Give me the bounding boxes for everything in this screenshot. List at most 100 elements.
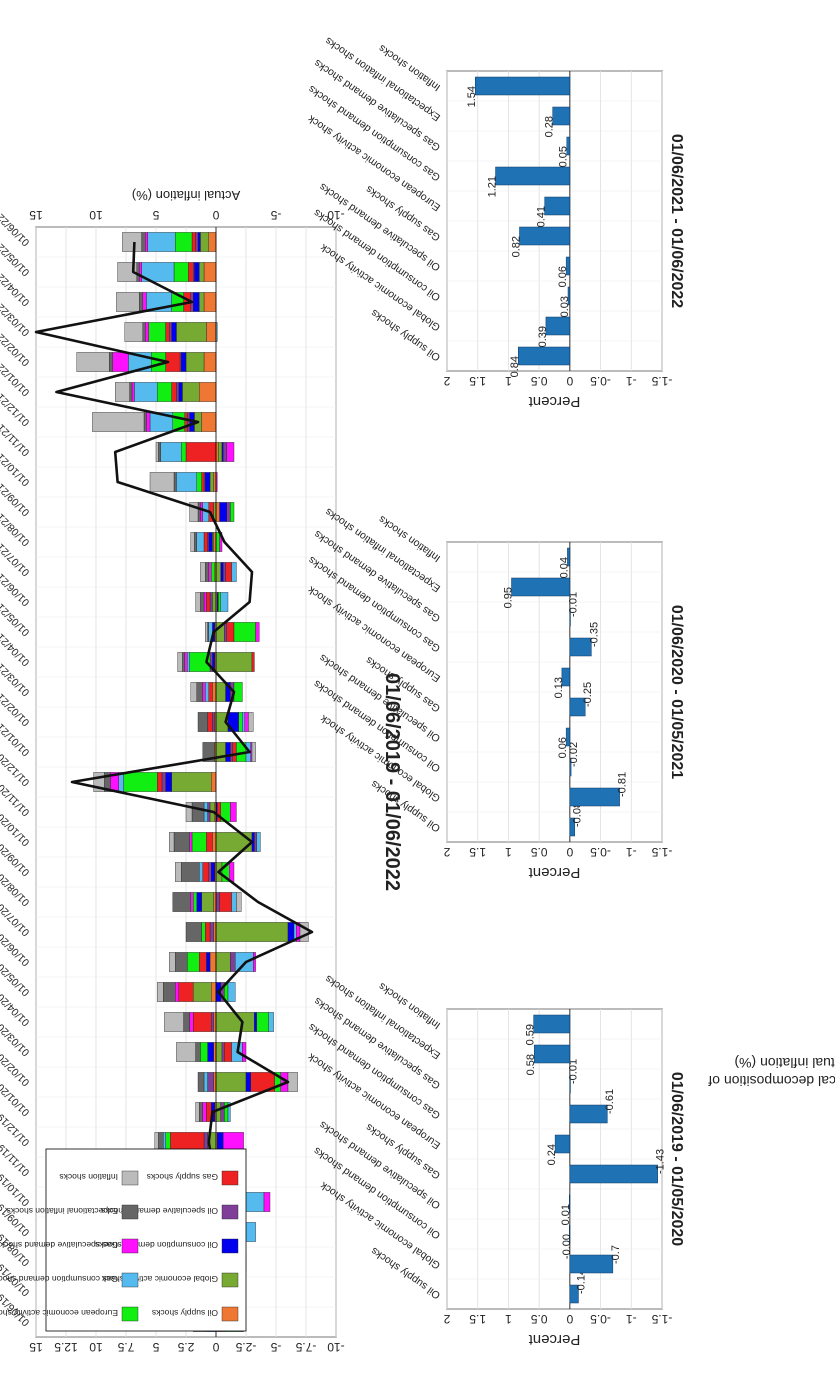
stacked-bar-segment — [195, 592, 201, 612]
stacked-bar-segment — [206, 592, 211, 612]
stacked-bar-segment — [254, 832, 258, 852]
stacked-bar-segment — [195, 1102, 200, 1122]
stacked-bar-segment — [201, 472, 205, 492]
stacked-bar-segment — [200, 562, 206, 582]
main-left-axis-title-line1: Historical decomposition of — [708, 1073, 835, 1089]
small-category-label: Oil supply shocks — [369, 778, 443, 835]
small-chart-3: 0.84 0.39 0.03 0.06 0.82 0.41 1.21 0.050.28 1.54… — [305, 35, 685, 410]
stacked-bar-segment — [203, 802, 208, 822]
stacked-bar-segment — [148, 322, 166, 342]
stacked-bar-segment — [244, 712, 249, 732]
small-bar-data-label: 0.05 — [558, 146, 570, 167]
stacked-bar-segment — [165, 772, 172, 792]
stacked-bar-segment — [145, 232, 148, 252]
stacked-bar-segment — [191, 232, 196, 252]
stacked-bar-segment — [206, 832, 213, 852]
legend-swatch — [221, 1272, 239, 1288]
stacked-bar-segment — [185, 802, 193, 822]
stacked-bar-segment — [226, 622, 235, 642]
small-bar-data-label: 0.41 — [536, 206, 548, 227]
stacked-bar-segment — [204, 472, 211, 492]
main-left-tick-label: 2.5 — [177, 1340, 194, 1354]
small-bar-data-label: -0.35 — [588, 622, 600, 647]
stacked-bar-segment — [211, 862, 216, 882]
stacked-bar-segment — [76, 352, 110, 372]
legend-swatch — [121, 1306, 139, 1322]
stacked-bar-segment — [183, 1012, 190, 1032]
small-bar — [569, 1074, 571, 1094]
stacked-bar-segment — [115, 382, 130, 402]
small-bar — [519, 226, 571, 246]
stacked-bar-segment — [287, 1072, 298, 1092]
small-bar — [533, 1044, 571, 1064]
small-tick-label: 1.5 — [469, 1312, 486, 1326]
stacked-bar-segment — [212, 682, 217, 702]
stacked-bar-segment — [187, 652, 190, 672]
stacked-bar-segment — [206, 322, 217, 342]
small-bar — [561, 667, 571, 687]
small-tick-label: -1.5 — [651, 374, 672, 388]
legend-entry: Gas consumption demand shocks — [0, 1274, 118, 1284]
stacked-bar-segment — [188, 262, 194, 282]
main-left-tick-label: 15 — [29, 1340, 43, 1354]
stacked-bar-segment — [251, 742, 256, 762]
small-bar — [569, 787, 620, 807]
stacked-bar-segment — [201, 892, 214, 912]
small-bar-data-label: 0.06 — [557, 737, 569, 758]
stacked-bar-segment — [208, 682, 213, 702]
small-tick-label: -1.5 — [651, 1312, 672, 1326]
stacked-bar-segment — [232, 742, 237, 762]
stacked-bar-segment — [215, 562, 222, 582]
stacked-bar-segment — [122, 232, 142, 252]
stacked-bar-segment — [92, 412, 145, 432]
small-tick-label: 2 — [443, 1312, 450, 1326]
small-bar — [569, 817, 576, 837]
small-title: 01/06/2021 - 01/06/2022 — [668, 134, 685, 308]
legend-swatch — [221, 1306, 239, 1322]
legend-box — [45, 1148, 247, 1332]
small-bar-data-label: -1.43 — [655, 1149, 667, 1174]
stacked-bar-segment — [242, 1042, 247, 1062]
stacked-bar-segment — [180, 442, 187, 462]
stacked-bar-segment — [187, 412, 190, 432]
stacked-bar-segment — [220, 1102, 225, 1122]
stacked-bar-segment — [212, 592, 217, 612]
small-tick-label: 0 — [566, 374, 573, 388]
stacked-bar-segment — [230, 742, 234, 762]
stacked-bar-segment — [215, 922, 289, 942]
stacked-bar-segment — [224, 1042, 232, 1062]
small-bar-data-label: 0.59 — [525, 1024, 537, 1045]
legend-swatch — [121, 1272, 139, 1288]
stacked-bar-segment — [156, 982, 164, 1002]
stacked-bar-segment — [112, 352, 129, 372]
small-category-label: Oil supply shocks — [369, 307, 443, 364]
small-bar-data-label: -0.01 — [567, 1059, 579, 1084]
stacked-bar-segment — [157, 772, 163, 792]
stacked-bar-segment — [215, 1102, 222, 1122]
stacked-bar-segment — [168, 832, 175, 852]
stacked-bar-segment — [196, 892, 202, 912]
legend-swatch — [121, 1170, 139, 1186]
main-left-axis-title-group: Historical decomposition of actual inflat… — [708, 1055, 835, 1089]
small-bar-data-label: 0.82 — [510, 236, 522, 257]
stacked-bar-segment — [226, 502, 231, 522]
stacked-bar-segment — [206, 952, 211, 972]
stacked-bar-segment — [192, 1012, 212, 1032]
stacked-bar-segment — [205, 682, 210, 702]
small-tick-label: 1.5 — [469, 374, 486, 388]
small-bar — [569, 1284, 579, 1304]
small-bar — [569, 1104, 608, 1124]
small-axis-title: Percent — [528, 864, 581, 881]
stacked-bar-segment — [197, 232, 201, 252]
stacked-bar-segment — [207, 1072, 214, 1092]
stacked-bar-segment — [169, 322, 172, 342]
stacked-bar-segment — [203, 352, 217, 372]
small-bar — [475, 76, 571, 96]
stacked-bar-segment — [186, 952, 200, 972]
stacked-bar-segment — [174, 952, 188, 972]
stacked-bar-segment — [245, 1072, 252, 1092]
stacked-bar-segment — [208, 532, 213, 552]
main-legend: Oil supply shocks Global economic activit… — [0, 1148, 247, 1332]
stacked-bar-segment — [197, 502, 201, 522]
stacked-bar-segment — [173, 832, 190, 852]
